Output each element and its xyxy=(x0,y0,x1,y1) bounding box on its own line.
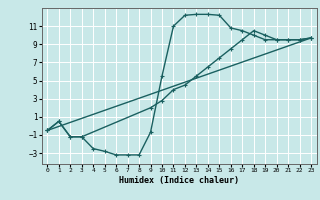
X-axis label: Humidex (Indice chaleur): Humidex (Indice chaleur) xyxy=(119,176,239,185)
